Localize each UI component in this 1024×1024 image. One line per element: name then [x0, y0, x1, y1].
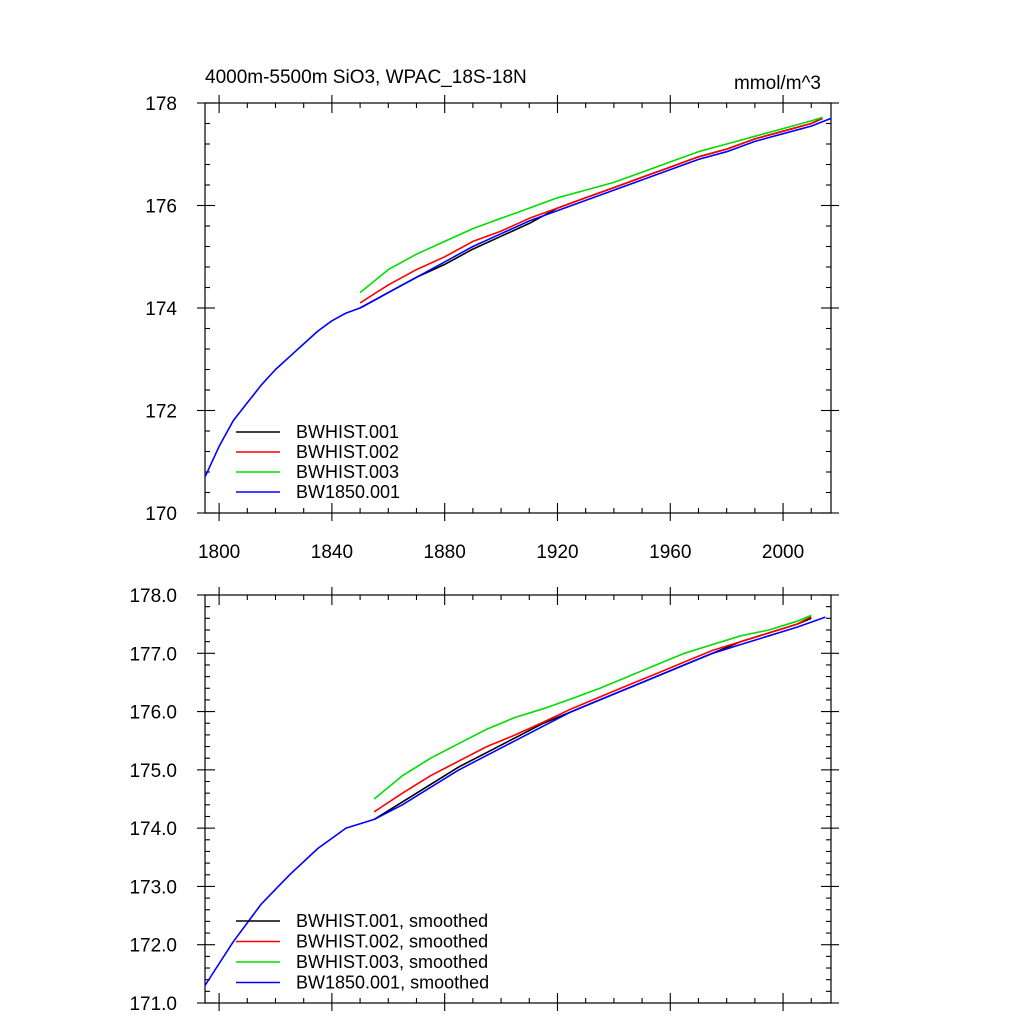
x-tick-label: 1960: [649, 542, 691, 563]
y-tick-label: 170: [145, 504, 177, 525]
y-tick-label: 173.0: [129, 877, 177, 898]
x-tick-label: 2000: [762, 542, 804, 563]
x-tick-label: 1840: [311, 542, 353, 563]
series-line: [373, 617, 812, 821]
y-tick-label: 176.0: [129, 703, 177, 724]
y-tick-label: 174: [145, 299, 177, 320]
y-tick-label: 174.0: [129, 819, 177, 840]
series-line: [373, 615, 812, 813]
bottom-series-group: [204, 614, 826, 986]
legend-label: BW1850.001: [296, 482, 400, 502]
bottom-axis-ticks: 171.0 172.0 173.0 174.0 175.0 176.0 177.0 178.0: [129, 586, 839, 1015]
y-tick-label: 178.0: [129, 586, 177, 607]
y-tick-label: 177.0: [129, 644, 177, 665]
top-axis-ticks: 1800 1840 1880 1920 1960 2000 170 172 174 176 178: [145, 94, 839, 563]
legend-label: BWHIST.001: [296, 422, 399, 442]
series-line: [373, 614, 812, 800]
x-tick-label: 1880: [424, 542, 466, 563]
y-tick-label: 172.0: [129, 936, 177, 957]
y-tick-label: 172: [145, 402, 177, 423]
bottom-panel: 171.0 172.0 173.0 174.0 175.0 176.0 177.0 178.0…: [129, 586, 839, 1015]
y-tick-label: 175.0: [129, 761, 177, 782]
y-tick-label: 178: [145, 94, 177, 115]
x-tick-label: 1920: [536, 542, 578, 563]
legend-label: BWHIST.003: [296, 462, 399, 482]
series-line: [359, 117, 823, 304]
bottom-plot-frame: [204, 594, 832, 1004]
series-line: [359, 116, 823, 294]
legend-label: BW1850.001, smoothed: [296, 973, 489, 993]
series-line: [204, 616, 826, 986]
y-tick-label: 176: [145, 197, 177, 218]
series-line: [204, 117, 832, 478]
legend-label: BWHIST.003, smoothed: [296, 952, 488, 972]
y-tick-label: 171.0: [129, 994, 177, 1015]
legend-label: BWHIST.001, smoothed: [296, 911, 488, 931]
legend-label: BWHIST.002: [296, 442, 399, 462]
top-plot-units: mmol/m^3: [734, 73, 821, 94]
series-line: [359, 117, 823, 309]
top-plot-title: 4000m-5500m SiO3, WPAC_18S-18N: [205, 67, 527, 88]
legend-label: BWHIST.002, smoothed: [296, 932, 488, 952]
top-series-group: [204, 116, 832, 478]
x-tick-label: 1800: [198, 542, 240, 563]
top-panel: 4000m-5500m SiO3, WPAC_18S-18N mmol/m^3 …: [145, 67, 839, 563]
